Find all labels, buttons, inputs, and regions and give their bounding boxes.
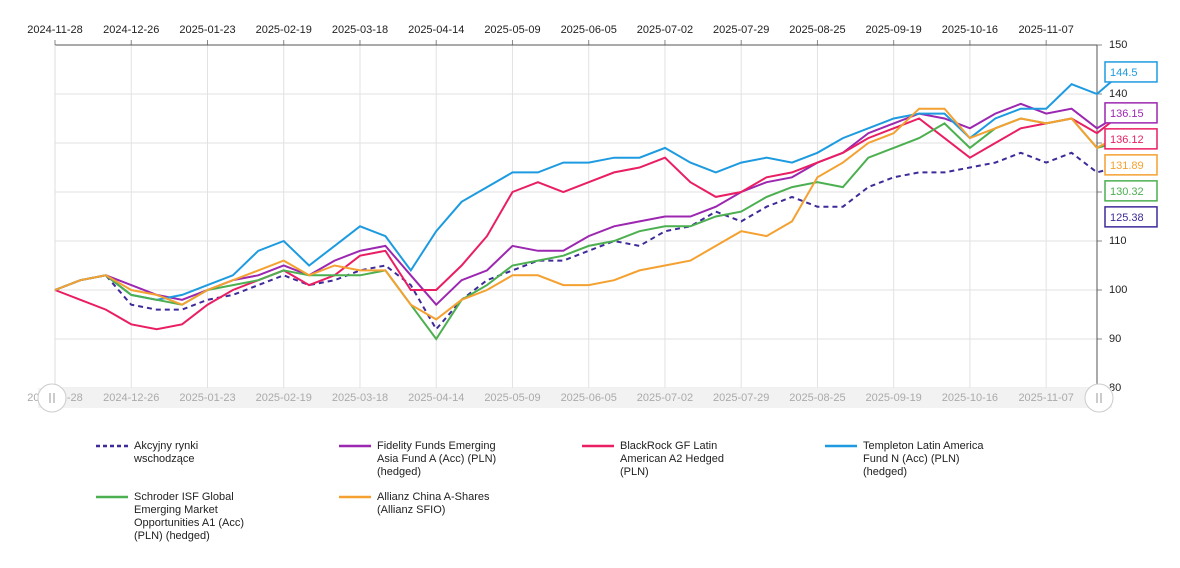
- end-label: 144.5: [1104, 61, 1158, 83]
- navigator-label: 2024-12-26: [103, 392, 159, 404]
- navigator: [38, 388, 1112, 408]
- x-tick-label: 2025-10-16: [942, 24, 998, 36]
- legend-swatch: [582, 444, 614, 448]
- end-label: 136.15: [1104, 102, 1158, 124]
- legend-item[interactable]: BlackRock GF Latin American A2 Hedged (P…: [582, 440, 825, 479]
- x-tick-label: 2024-12-26: [103, 24, 159, 36]
- navigator-label: 2025-02-19: [256, 392, 312, 404]
- end-label-text: 130.32: [1110, 186, 1144, 198]
- legend-item[interactable]: Templeton Latin America Fund N (Acc) (PL…: [825, 440, 1068, 479]
- end-label-text: 131.89: [1110, 160, 1144, 172]
- series-line: [54, 151, 1123, 331]
- x-tick-label: 2025-11-07: [1018, 24, 1073, 36]
- legend-item[interactable]: Fidelity Funds Emerging Asia Fund A (Acc…: [339, 440, 582, 479]
- navigator-label: 2025-07-29: [713, 392, 769, 404]
- navigator-label: 2025-07-02: [637, 392, 693, 404]
- x-tick-label: 2025-01-23: [179, 24, 235, 36]
- navigator-handle[interactable]: [37, 383, 67, 413]
- navigator-label: 2025-06-05: [561, 392, 617, 404]
- navigator-label: 2025-01-23: [179, 392, 235, 404]
- y-tick-label: 110: [1109, 235, 1127, 247]
- y-tick-label: 140: [1109, 88, 1127, 100]
- chart: 80901001101201301401502024-11-282024-11-…: [27, 24, 1158, 413]
- navigator-label: 2025-04-14: [408, 392, 464, 404]
- legend-label: Fidelity Funds Emerging Asia Fund A (Acc…: [377, 440, 497, 478]
- end-label: 130.32: [1104, 180, 1158, 202]
- x-tick-label: 2025-07-29: [713, 24, 769, 36]
- end-label-box: [1104, 154, 1158, 176]
- y-tick-label: 80: [1109, 382, 1121, 394]
- legend-label: Allianz China A-Shares (Allianz SFIO): [377, 491, 490, 516]
- navigator-label: 2025-03-18: [332, 392, 388, 404]
- x-tick-label: 2025-09-19: [866, 24, 922, 36]
- series-line: [54, 112, 1124, 331]
- navigator-label: 2025-11-07: [1018, 392, 1073, 404]
- end-label-text: 136.15: [1110, 108, 1144, 120]
- legend-item[interactable]: Schroder ISF Global Emerging Market Oppo…: [96, 491, 339, 543]
- legend-swatch: [339, 444, 371, 448]
- x-tick-label: 2025-06-05: [561, 24, 617, 36]
- y-tick-label: 90: [1109, 333, 1121, 345]
- x-tick-label: 2025-04-14: [408, 24, 464, 36]
- end-label-box: [1104, 61, 1158, 83]
- x-tick-label: 2025-08-25: [789, 24, 845, 36]
- navigator-handle[interactable]: [1084, 383, 1114, 413]
- series-line: [54, 107, 1123, 321]
- end-label: 136.12: [1104, 128, 1158, 150]
- series-line: [54, 71, 1124, 301]
- x-tick-label: 2024-11-28: [27, 24, 82, 36]
- legend-label: Schroder ISF Global Emerging Market Oppo…: [134, 491, 245, 542]
- x-tick-label: 2025-05-09: [484, 24, 540, 36]
- end-label: 125.38: [1104, 206, 1158, 228]
- y-tick-label: 150: [1109, 39, 1127, 51]
- y-tick-label: 100: [1109, 284, 1127, 296]
- legend-label: BlackRock GF Latin American A2 Hedged (P…: [620, 440, 724, 478]
- legend-label: Akcyjny rynki wschodzące: [134, 440, 199, 465]
- navigator-label: 2025-10-16: [942, 392, 998, 404]
- end-label-box: [1104, 102, 1158, 124]
- end-label-box: [1104, 206, 1158, 228]
- legend-swatch: [96, 495, 128, 499]
- navigator-label: 2025-08-25: [789, 392, 845, 404]
- legend: Akcyjny rynki wschodzące Fidelity Funds E…: [96, 440, 1096, 543]
- end-label-text: 136.12: [1110, 134, 1144, 146]
- end-label-box: [1104, 180, 1158, 202]
- legend-swatch: [825, 444, 857, 448]
- x-tick-label: 2025-03-18: [332, 24, 388, 36]
- end-label: 131.89: [1104, 154, 1158, 176]
- end-label-text: 125.38: [1110, 212, 1144, 224]
- legend-swatch: [339, 495, 371, 499]
- x-tick-label: 2025-02-19: [256, 24, 312, 36]
- legend-item[interactable]: Allianz China A-Shares (Allianz SFIO): [339, 491, 582, 543]
- end-label-box: [1104, 128, 1158, 150]
- series-line: [54, 117, 1123, 341]
- x-tick-label: 2025-07-02: [637, 24, 693, 36]
- legend-label: Templeton Latin America Fund N (Acc) (PL…: [863, 440, 984, 478]
- legend-swatch: [96, 444, 128, 448]
- end-label-text: 144.5: [1110, 67, 1138, 79]
- navigator-label: 2025-09-19: [866, 392, 922, 404]
- legend-item[interactable]: Akcyjny rynki wschodzące: [96, 440, 339, 479]
- navigator-label: 2025-05-09: [484, 392, 540, 404]
